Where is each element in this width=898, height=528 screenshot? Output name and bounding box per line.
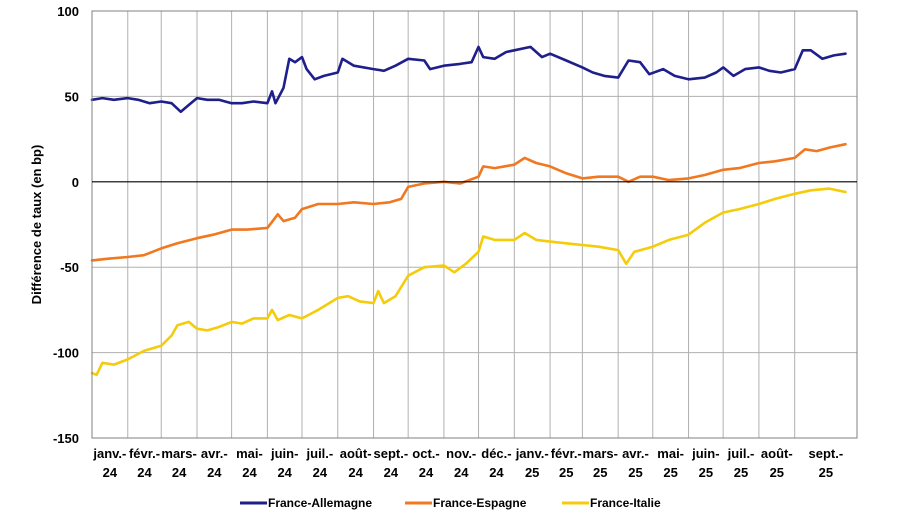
x-tick-label-year: 24 — [103, 465, 118, 480]
legend-label: France-Italie — [590, 496, 661, 510]
x-tick-label-month: févr.- — [129, 446, 160, 461]
x-tick-label-month: juil.- — [727, 446, 755, 461]
x-tick-label-month: oct.- — [412, 446, 439, 461]
x-tick-label-year: 24 — [277, 465, 292, 480]
y-tick-label: -50 — [60, 260, 79, 275]
x-tick-label-year: 25 — [559, 465, 573, 480]
series-line-1 — [90, 45, 847, 114]
x-tick-label-year: 25 — [525, 465, 539, 480]
x-tick-label-month: sept.- — [809, 446, 844, 461]
x-tick-label-year: 25 — [819, 465, 833, 480]
plot-frame — [91, 10, 858, 439]
gridlines — [92, 11, 857, 438]
x-tick-label-month: sept.- — [374, 446, 409, 461]
legend-label: France-Espagne — [433, 496, 527, 510]
x-tick-label-year: 24 — [207, 465, 222, 480]
x-tick-label-month: juin- — [270, 446, 298, 461]
x-tick-label-month: mai- — [236, 446, 263, 461]
y-tick-label: -150 — [53, 431, 79, 446]
x-tick-label-year: 24 — [419, 465, 434, 480]
series-line-2 — [90, 142, 847, 262]
y-axis-title: Différence de taux (en bp) — [29, 145, 44, 305]
x-tick-label-year: 24 — [454, 465, 469, 480]
legend: France-Allemagne France-Espagne France-Ita… — [240, 496, 661, 510]
x-tick-label-year: 24 — [348, 465, 363, 480]
x-tick-label-month: mai- — [657, 446, 684, 461]
x-tick-label-year: 25 — [663, 465, 677, 480]
series-lines — [90, 45, 847, 377]
x-tick-label-month: févr.- — [551, 446, 582, 461]
y-tick-label: 50 — [65, 89, 79, 104]
x-tick-label-month: avr.- — [622, 446, 649, 461]
y-tick-label: 0 — [72, 175, 79, 190]
y-tick-label: -100 — [53, 346, 79, 361]
x-tick-label-year: 24 — [137, 465, 152, 480]
x-tick-labels: janv.- 24 févr.- 24 mars- 24 avr.- 24 mai- 24 juin… — [92, 446, 843, 480]
x-tick-label-year: 25 — [734, 465, 748, 480]
x-tick-label-year: 24 — [489, 465, 504, 480]
x-tick-label-month: janv.- — [92, 446, 126, 461]
x-tick-label-year: 25 — [628, 465, 642, 480]
x-tick-label-year: 25 — [699, 465, 713, 480]
y-tick-label: 100 — [57, 4, 79, 19]
x-tick-label-month: mars- — [161, 446, 196, 461]
x-tick-label-year: 25 — [593, 465, 607, 480]
x-tick-label-year: 24 — [242, 465, 257, 480]
y-tick-labels: 100 50 0 -50 -100 -150 — [53, 4, 79, 446]
x-tick-label-month: juin- — [691, 446, 719, 461]
x-tick-label-month: avr.- — [201, 446, 228, 461]
x-tick-label-month: mars- — [583, 446, 618, 461]
x-tick-label-month: août- — [761, 446, 793, 461]
x-tick-label-year: 25 — [770, 465, 784, 480]
legend-label: France-Allemagne — [268, 496, 372, 510]
x-tick-label-year: 24 — [384, 465, 399, 480]
x-tick-label-month: août- — [340, 446, 372, 461]
x-tick-label-month: déc.- — [481, 446, 511, 461]
x-tick-label-month: juil.- — [306, 446, 334, 461]
series-line-3 — [90, 187, 847, 377]
x-tick-label-year: 24 — [172, 465, 187, 480]
x-tick-label-month: nov.- — [446, 446, 476, 461]
x-tick-label-year: 24 — [313, 465, 328, 480]
x-tick-label-month: janv.- — [515, 446, 549, 461]
